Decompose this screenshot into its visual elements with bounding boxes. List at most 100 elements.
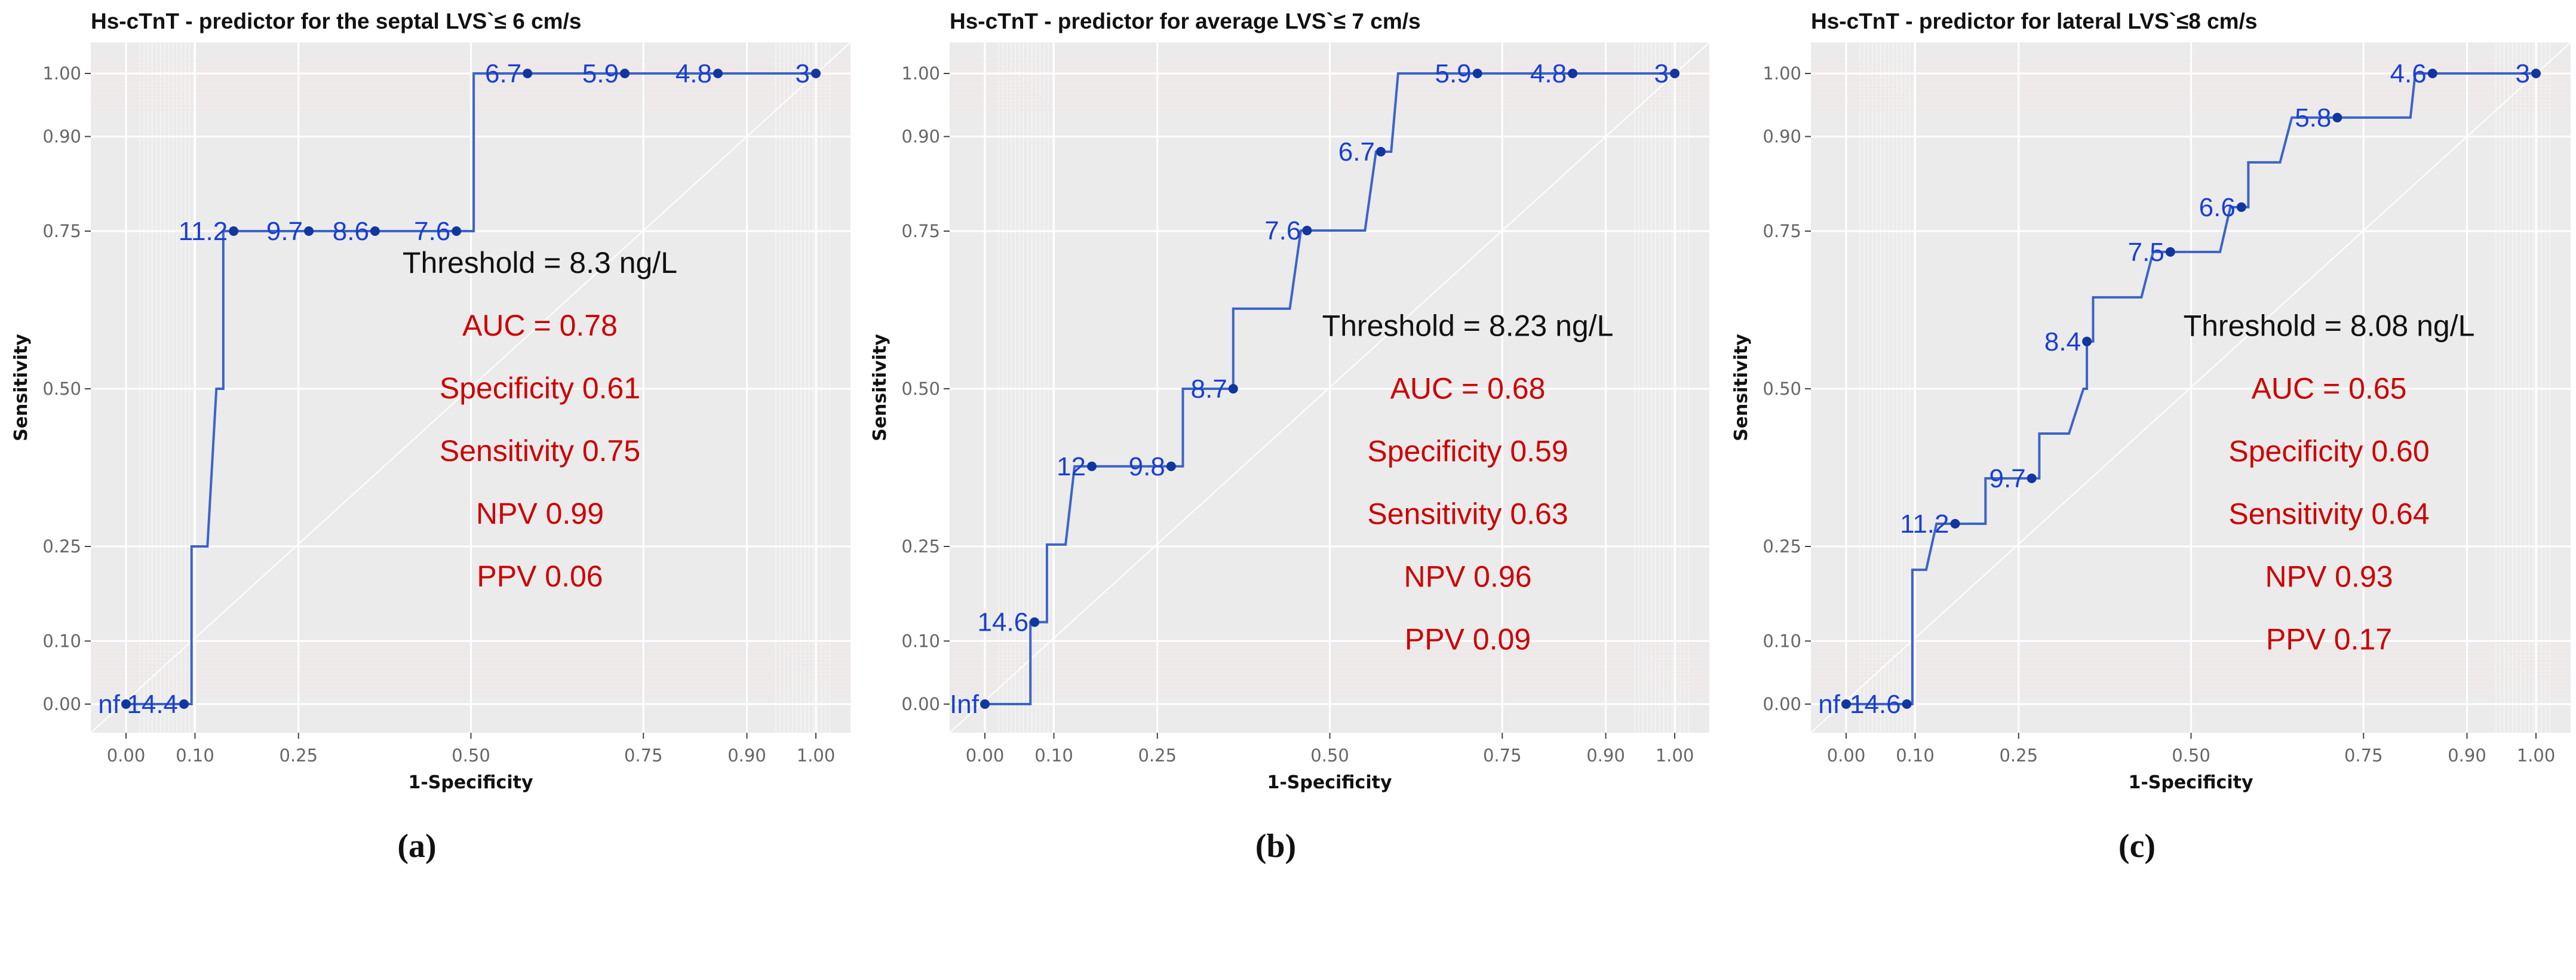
annotation-auc: AUC = 0.68 bbox=[1390, 371, 1546, 405]
y-tick-label: 0.00 bbox=[901, 694, 940, 714]
y-axis-title: Sensitivity bbox=[870, 334, 891, 441]
x-tick-label: 0.25 bbox=[1138, 745, 1177, 766]
threshold-point bbox=[1087, 461, 1097, 471]
threshold-point bbox=[452, 226, 462, 236]
threshold-point-label: 7.5 bbox=[2128, 238, 2164, 267]
y-tick-label: 0.75 bbox=[1763, 221, 1801, 241]
threshold-point bbox=[1950, 518, 1960, 529]
x-tick-label: 0.10 bbox=[1896, 745, 1935, 766]
annotation-threshold: Threshold = 8.23 ng/L bbox=[1322, 309, 1614, 342]
threshold-point bbox=[980, 699, 990, 709]
panel-caption: (b) bbox=[1255, 828, 1296, 865]
threshold-point-label: 14.6 bbox=[1850, 690, 1901, 719]
threshold-point bbox=[2531, 69, 2541, 78]
panel-caption: (a) bbox=[397, 828, 436, 865]
annotation-sensitivity: Sensitivity 0.64 bbox=[2228, 497, 2429, 530]
annotation-specificity: Specificity 0.61 bbox=[440, 371, 640, 405]
threshold-point bbox=[1030, 617, 1040, 627]
annotation-npv: NPV 0.93 bbox=[2265, 560, 2393, 593]
y-tick-label: 0.00 bbox=[42, 694, 81, 714]
threshold-point-label: 6.7 bbox=[1338, 137, 1375, 167]
annotation-sensitivity: Sensitivity 0.75 bbox=[440, 434, 640, 468]
annotation-npv: NPV 0.99 bbox=[476, 497, 604, 530]
x-tick-label: 0.90 bbox=[1586, 745, 1625, 766]
threshold-point-label: 5.9 bbox=[582, 59, 619, 88]
threshold-point-label: 14.4 bbox=[127, 690, 178, 719]
y-axis-title: Sensitivity bbox=[1731, 334, 1752, 441]
x-tick-label: 1.00 bbox=[1656, 745, 1694, 766]
threshold-point bbox=[2332, 112, 2342, 122]
threshold-point bbox=[1302, 225, 1312, 235]
chart-title: Hs-cTnT - predictor for lateral LVS`≤8 c… bbox=[1811, 9, 2257, 33]
threshold-point bbox=[1568, 69, 1578, 78]
annotation-ppv: PPV 0.17 bbox=[2266, 622, 2392, 656]
y-tick-label: 0.75 bbox=[42, 221, 81, 241]
x-axis-title: 1-Specificity bbox=[408, 772, 533, 793]
threshold-point bbox=[1472, 69, 1482, 78]
threshold-point-label: 4.8 bbox=[1530, 59, 1567, 88]
y-tick-label: 0.25 bbox=[901, 536, 940, 557]
threshold-point bbox=[2165, 247, 2175, 257]
threshold-point-label: 8.6 bbox=[333, 217, 369, 246]
x-tick-label: 0.75 bbox=[2344, 745, 2383, 766]
x-tick-label: 0.50 bbox=[2172, 745, 2210, 766]
x-tick-label: 0.10 bbox=[1034, 745, 1073, 766]
y-tick-label: 0.00 bbox=[1763, 694, 1801, 714]
x-tick-label: 0.50 bbox=[452, 745, 490, 766]
y-tick-label: 0.10 bbox=[1763, 631, 1801, 651]
threshold-point-label: 3 bbox=[796, 59, 810, 88]
threshold-point-label: 9.7 bbox=[266, 217, 303, 246]
roc-panel-a: Hs-cTnT - predictor for the septal LVS`≤… bbox=[11, 9, 851, 865]
x-tick-label: 0.00 bbox=[1827, 745, 1866, 766]
threshold-point bbox=[1228, 384, 1238, 394]
threshold-point bbox=[2427, 69, 2437, 78]
threshold-point bbox=[179, 699, 189, 709]
y-tick-label: 0.90 bbox=[1763, 127, 1801, 147]
annotation-npv: NPV 0.96 bbox=[1404, 560, 1531, 593]
threshold-point bbox=[2082, 336, 2092, 346]
y-tick-label: 0.75 bbox=[901, 221, 940, 241]
y-tick-label: 1.00 bbox=[1763, 63, 1801, 84]
threshold-point-label: 3 bbox=[1654, 59, 1669, 88]
threshold-point-label: 6.7 bbox=[485, 59, 521, 88]
annotation-threshold: Threshold = 8.08 ng/L bbox=[2184, 309, 2475, 342]
chart-title: Hs-cTnT - predictor for the septal LVS`≤… bbox=[91, 9, 581, 33]
x-tick-label: 0.25 bbox=[1999, 745, 2038, 766]
panel-caption: (c) bbox=[2118, 828, 2156, 865]
x-tick-label: 1.00 bbox=[2517, 745, 2556, 766]
threshold-point-label: 11.2 bbox=[1900, 509, 1949, 539]
x-tick-label: 0.25 bbox=[279, 745, 318, 766]
x-tick-label: 0.50 bbox=[1310, 745, 1349, 766]
roc-panel-c: Hs-cTnT - predictor for lateral LVS`≤8 c… bbox=[1731, 9, 2571, 865]
threshold-point bbox=[713, 69, 723, 78]
threshold-point-label: 3 bbox=[2516, 59, 2530, 88]
threshold-point bbox=[370, 226, 380, 236]
annotation-sensitivity: Sensitivity 0.63 bbox=[1367, 497, 1568, 530]
threshold-point-label: 8.7 bbox=[1191, 374, 1227, 404]
reference-diagonal bbox=[90, 42, 851, 733]
x-tick-label: 0.75 bbox=[624, 745, 663, 766]
annotation-ppv: PPV 0.06 bbox=[477, 560, 603, 593]
threshold-point-label: 5.8 bbox=[2295, 103, 2331, 133]
annotation-auc: AUC = 0.78 bbox=[462, 309, 618, 342]
x-tick-label: 0.90 bbox=[2448, 745, 2486, 766]
y-tick-label: 0.10 bbox=[42, 631, 81, 651]
reference-diagonal bbox=[1810, 42, 2571, 733]
threshold-point-label: 4.8 bbox=[676, 59, 712, 88]
roc-panel-b: Hs-cTnT - predictor for average LVS`≤ 7 … bbox=[870, 9, 1710, 865]
threshold-point-label: 5.9 bbox=[1435, 59, 1471, 88]
x-tick-label: 0.00 bbox=[966, 745, 1005, 766]
reference-diagonal bbox=[949, 42, 1710, 733]
threshold-point-label: 9.7 bbox=[1989, 464, 2026, 493]
threshold-point bbox=[620, 69, 630, 78]
y-tick-label: 0.10 bbox=[901, 631, 940, 651]
y-tick-label: 0.90 bbox=[42, 127, 81, 147]
x-tick-label: 0.75 bbox=[1483, 745, 1522, 766]
y-tick-label: 0.50 bbox=[901, 379, 940, 399]
y-tick-label: 0.50 bbox=[1763, 379, 1801, 399]
annotation-threshold: Threshold = 8.3 ng/L bbox=[403, 246, 677, 279]
threshold-point-label: 7.6 bbox=[1264, 216, 1301, 245]
threshold-point bbox=[1166, 461, 1176, 471]
threshold-point bbox=[2236, 202, 2246, 212]
